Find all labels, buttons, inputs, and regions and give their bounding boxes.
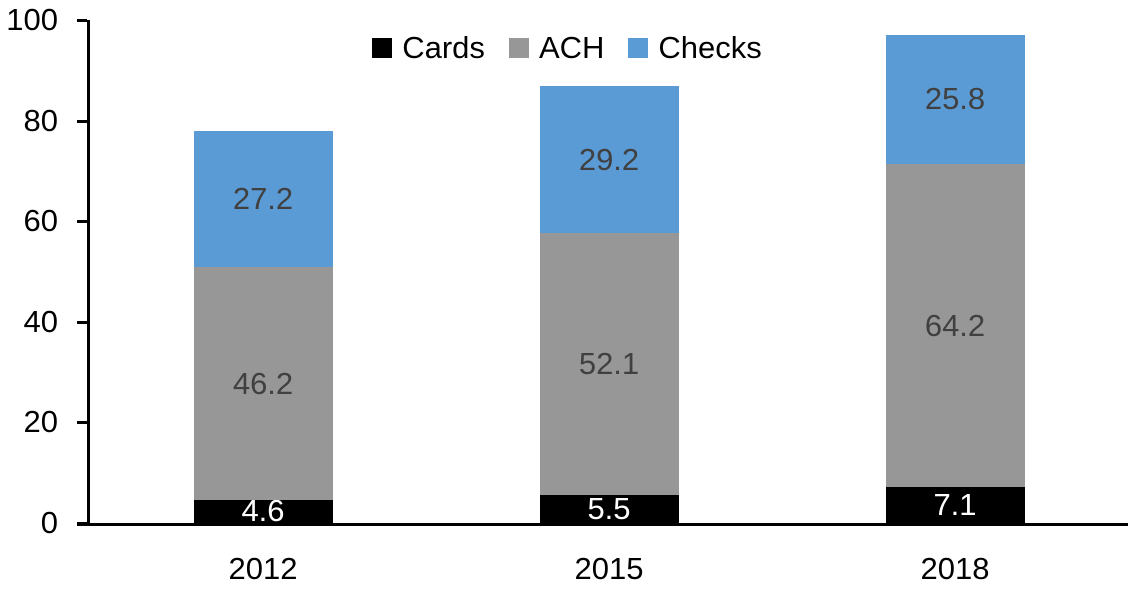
bar-segment-checks-2012 xyxy=(193,130,333,268)
bar-segment-cards-2018 xyxy=(885,487,1025,523)
x-axis-line xyxy=(77,523,1128,526)
bar-value-label: 46.2 xyxy=(232,365,294,401)
x-axis-label: 2015 xyxy=(574,551,644,586)
y-tick-label: 80 xyxy=(23,102,58,138)
y-tick-label: 40 xyxy=(23,303,58,339)
legend-swatch-ach-icon xyxy=(508,38,529,58)
legend-swatch-checks-icon xyxy=(628,38,649,58)
bar-segment-cards-2012 xyxy=(193,499,333,523)
legend-label-checks: Checks xyxy=(658,30,762,65)
legend-label-ach: ACH xyxy=(538,30,605,65)
y-tick-label: 100 xyxy=(6,2,58,37)
bar-value-label: 5.5 xyxy=(587,491,631,527)
bar-segment-checks-2018 xyxy=(885,34,1025,165)
x-axis-label: 2018 xyxy=(920,551,990,586)
bar-value-label: 7.1 xyxy=(933,487,977,523)
bar-value-label: 25.8 xyxy=(924,81,986,117)
legend-label-cards: Cards xyxy=(402,30,485,65)
y-tick-mark xyxy=(77,522,87,525)
y-tick-label: 20 xyxy=(23,404,58,440)
y-tick-mark xyxy=(77,320,87,324)
bar-value-label: 64.2 xyxy=(924,307,986,343)
y-axis-line xyxy=(87,20,90,526)
legend-item-checks: Checks xyxy=(628,29,762,67)
bar-value-label: 27.2 xyxy=(232,181,294,217)
y-tick-label: 60 xyxy=(23,203,58,239)
y-tick-mark xyxy=(77,421,87,425)
y-tick-label: 0 xyxy=(40,505,58,540)
bar-segment-ach-2012 xyxy=(193,267,333,500)
y-tick-mark xyxy=(77,119,87,123)
y-tick-mark xyxy=(77,220,87,224)
chart-legend: Cards ACH Checks xyxy=(0,29,1134,67)
legend-swatch-cards-icon xyxy=(372,38,393,58)
legend-item-cards: Cards xyxy=(372,29,485,67)
bar-segment-checks-2015 xyxy=(539,86,679,234)
bar-value-label: 29.2 xyxy=(578,141,640,177)
y-tick-mark xyxy=(77,19,87,22)
bar-value-label: 52.1 xyxy=(578,346,640,382)
bar-segment-ach-2015 xyxy=(539,233,679,496)
x-axis-label: 2012 xyxy=(228,551,298,586)
legend-item-ach: ACH xyxy=(508,29,605,67)
bar-segment-cards-2015 xyxy=(539,495,679,523)
bar-segment-ach-2018 xyxy=(885,164,1025,488)
